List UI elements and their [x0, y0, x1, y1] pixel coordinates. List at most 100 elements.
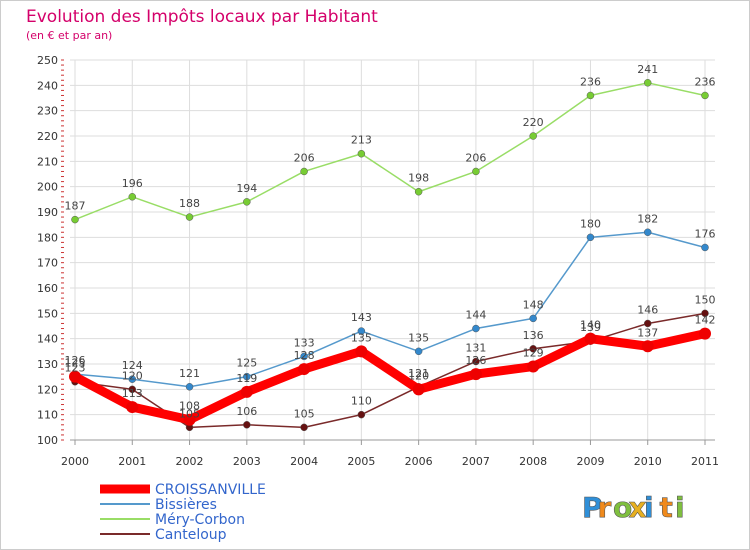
data-label-1-9: 180: [580, 217, 601, 230]
series-line-3: [70, 329, 710, 425]
data-label-0-9: 236: [580, 75, 601, 88]
series-point-1-2: [185, 383, 194, 391]
series-point-1-6: [414, 347, 423, 356]
legend: CROISSANVILLEBissièresMéry-CorbonCantelo…: [100, 482, 266, 543]
data-label-2-7: 131: [465, 341, 486, 354]
data-label-1-0: 126: [65, 354, 86, 367]
series-point-0-1: [128, 193, 137, 201]
series-point-3-9: [584, 332, 597, 345]
legend-label-2: Méry-Corbon: [155, 512, 245, 528]
series-point-2-5: [357, 410, 366, 419]
logo-letter-4: i: [644, 491, 654, 524]
legend-label-0: CROISSANVILLE: [155, 482, 266, 498]
x-tick-label-2005: 2005: [347, 455, 375, 468]
data-label-1-8: 148: [523, 298, 544, 311]
data-label-1-4: 133: [294, 336, 315, 349]
data-label-0-3: 194: [236, 182, 257, 195]
data-label-2-8: 136: [523, 329, 544, 342]
logo-letter-0: P: [582, 491, 603, 524]
data-label-2-6: 121: [408, 367, 429, 380]
series-point-2-8: [529, 345, 537, 353]
data-label-3-6: 120: [408, 369, 429, 382]
legend-label-3: Canteloup: [155, 527, 227, 543]
data-label-1-7: 144: [465, 309, 486, 322]
y-tick-label-120: 120: [37, 383, 58, 396]
y-tick-label-160: 160: [37, 282, 58, 295]
series-point-1-9: [586, 233, 595, 242]
series-point-0-10: [643, 79, 652, 87]
series-point-0-5: [357, 149, 366, 158]
series-point-1-8: [529, 314, 537, 323]
data-label-0-4: 206: [294, 151, 315, 164]
x-tick-label-2007: 2007: [462, 455, 490, 468]
data-label-0-0: 187: [65, 200, 86, 213]
data-label-3-0: 125: [65, 357, 86, 370]
data-label-3-10: 137: [637, 326, 658, 339]
series-point-3-8: [527, 360, 540, 373]
series-point-2-11: [701, 309, 709, 318]
data-label-2-0: 123: [65, 362, 86, 375]
data-label-3-7: 126: [465, 354, 486, 367]
data-label-2-5: 110: [351, 395, 372, 408]
series-point-0-2: [185, 213, 194, 221]
logo-letter-6: i: [675, 491, 685, 524]
x-tick-label-2003: 2003: [233, 455, 261, 468]
series-point-3-1: [126, 401, 139, 414]
chart-title: Evolution des Impôts locaux par Habitant: [26, 7, 378, 27]
series-point-0-4: [300, 167, 308, 176]
series-point-2-7: [472, 357, 480, 366]
data-label-3-11: 142: [695, 314, 716, 327]
y-tick-label-200: 200: [37, 181, 58, 194]
series-line-0: [74, 82, 706, 221]
x-tick-label-2006: 2006: [405, 455, 433, 468]
logo-letter-2: o: [613, 491, 632, 524]
x-tick-label-2001: 2001: [118, 455, 146, 468]
y-tick-label-230: 230: [37, 105, 58, 118]
x-tick-label-2002: 2002: [176, 455, 204, 468]
data-label-3-2: 108: [179, 400, 200, 413]
series-point-3-7: [469, 368, 482, 381]
data-label-2-2: 105: [179, 407, 200, 420]
axes: 100 110 120 130 140 150 160 170 180 190 200 210 220 2…: [37, 54, 719, 468]
series-point-0-3: [243, 198, 251, 206]
series-point-3-6: [412, 383, 425, 396]
y-tick-label-170: 170: [37, 257, 58, 270]
series-point-3-11: [699, 327, 711, 340]
proxiti-logo: Pr oxi t i: [582, 491, 685, 525]
series-point-0-6: [414, 187, 423, 196]
x-tick-label-2008: 2008: [519, 455, 547, 468]
data-label-1-1: 124: [122, 359, 143, 372]
data-label-2-3: 106: [236, 405, 257, 418]
y-tick-label-100: 100: [37, 434, 58, 447]
series-point-0-7: [472, 167, 480, 176]
series-point-2-3: [243, 421, 251, 429]
data-label-2-9: 139: [580, 321, 601, 334]
y-tick-label-250: 250: [37, 54, 58, 67]
logo-letter-1: r: [598, 491, 612, 524]
data-label-1-2: 121: [179, 367, 200, 380]
data-label-0-1: 196: [122, 177, 143, 190]
data-label-0-11: 236: [695, 75, 716, 88]
data-label-3-4: 128: [294, 349, 315, 362]
data-label-0-5: 213: [351, 134, 372, 147]
series-point-2-10: [643, 319, 652, 328]
legend-label-1: Bissières: [155, 497, 217, 513]
y-tick-label-240: 240: [37, 79, 58, 92]
data-label-3-1: 113: [122, 387, 143, 400]
series-point-3-2: [183, 413, 196, 426]
data-label-3-8: 129: [523, 347, 544, 360]
x-tick-label-2009: 2009: [576, 455, 604, 468]
data-label-1-6: 135: [408, 331, 429, 344]
y-tick-label-140: 140: [37, 333, 58, 346]
y-tick-label-190: 190: [37, 206, 58, 219]
x-tick-label-2011: 2011: [691, 455, 719, 468]
data-label-0-6: 198: [408, 172, 429, 185]
y-tick-label-210: 210: [37, 155, 58, 168]
series-point-1-3: [243, 372, 251, 381]
series-point-1-7: [472, 324, 480, 333]
data-label-1-5: 143: [351, 311, 372, 324]
series-point-3-4: [298, 363, 311, 376]
